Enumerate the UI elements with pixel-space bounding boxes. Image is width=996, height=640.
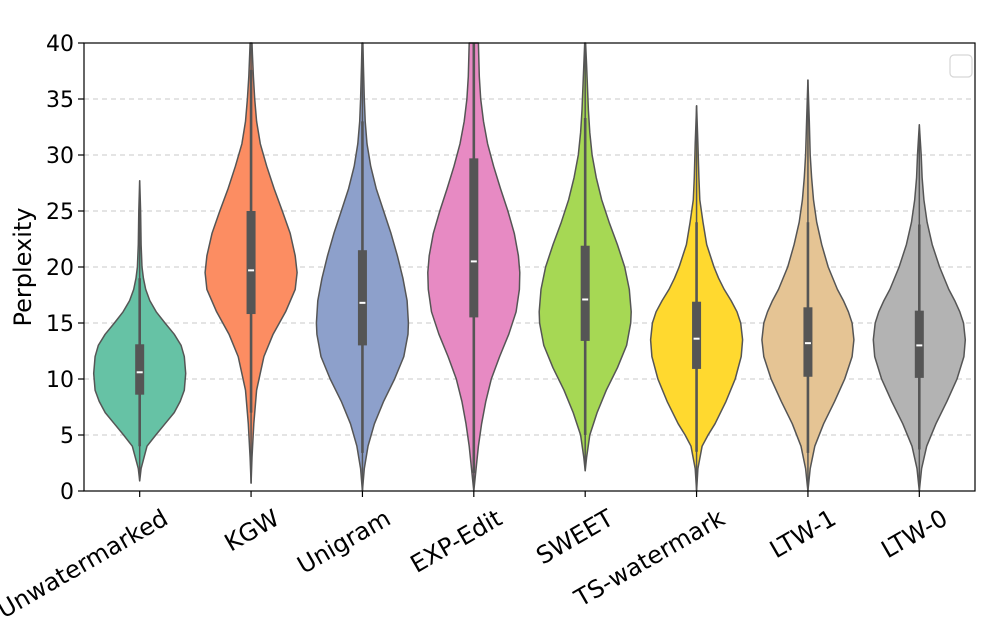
violin-iqr-box [803, 307, 813, 377]
legend-box [949, 54, 973, 78]
violin-ltw-0 [872, 124, 967, 492]
x-tick-label: LTW-0 [876, 504, 952, 564]
violin-iqr-box [135, 344, 145, 395]
violin-unigram [315, 42, 410, 492]
x-tick-label: KGW [220, 504, 284, 557]
y-tick-label: 30 [46, 144, 74, 169]
y-axis-title: Perplexity [9, 208, 37, 327]
violin-exp-edit [427, 42, 521, 492]
y-tick-label: 15 [46, 312, 74, 337]
violin-ltw-1 [761, 79, 855, 492]
violin-iqr-box [246, 211, 256, 315]
x-axis: Unwatermarked KGW Unigram EXP-Edit SWEETTS-w… [0, 491, 952, 624]
y-axis: 0 5 10 15 20 25 30 35 40 [46, 32, 84, 505]
violin-iqr-box [580, 245, 590, 341]
violin-iqr-box [692, 301, 702, 369]
y-tick-label: 40 [46, 32, 74, 57]
violin-ts-watermark [649, 104, 744, 492]
y-tick-label: 35 [46, 88, 74, 113]
violin-iqr-box [357, 250, 367, 346]
x-tick-label: Unwatermarked [0, 504, 173, 624]
violins [92, 42, 967, 492]
y-tick-label: 20 [46, 256, 74, 281]
y-tick-label: 10 [46, 368, 74, 393]
y-tick-label: 5 [60, 424, 74, 449]
violin-sweet [538, 42, 632, 472]
y-tick-label: 25 [46, 200, 74, 225]
violin-iqr-box [469, 158, 479, 318]
x-tick-label: LTW-1 [765, 504, 841, 564]
violin-unwatermarked [92, 180, 187, 482]
violin-kgw [204, 42, 298, 484]
x-tick-label: SWEET [531, 504, 618, 570]
x-tick-label: EXP-Edit [406, 504, 507, 579]
x-tick-label: Unigram [293, 504, 396, 580]
violin-iqr-box [914, 310, 924, 378]
y-tick-label: 0 [60, 480, 74, 505]
